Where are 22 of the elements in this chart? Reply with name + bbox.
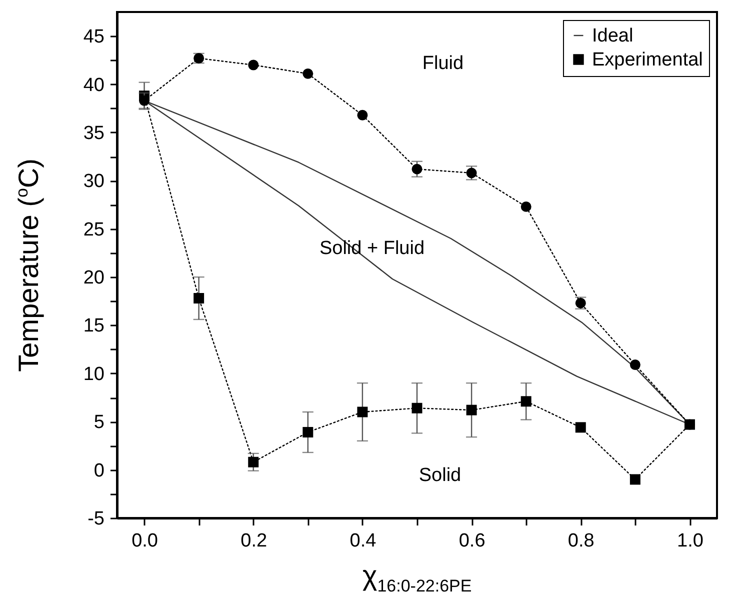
y-tick-label: 15 (83, 316, 104, 337)
y-tick-label: 20 (83, 268, 104, 289)
y-tick-label: 35 (83, 122, 104, 144)
x-tick-label: 0.0 (132, 530, 158, 552)
legend-label: Ideal (592, 26, 634, 46)
x-tick-label: 0.4 (350, 530, 377, 552)
x-tick-label: 0.6 (458, 530, 486, 552)
y-tick-label: 5 (94, 412, 104, 434)
y-tick-label: -5 (88, 508, 104, 530)
y-tick-label: 10 (83, 364, 104, 385)
annotation: Fluid (422, 53, 464, 74)
annotation: Solid (418, 465, 462, 486)
y-tick-label: 30 (83, 171, 104, 192)
y-tick-label: 45 (83, 26, 104, 48)
x-tick-label: 0.2 (240, 530, 268, 552)
x-tick-label: 0.8 (568, 530, 594, 552)
x-tick-label: 1.0 (677, 530, 704, 552)
x-axis-title: χ$_{16:0-22:6PE}$ (362, 560, 472, 597)
y-tick-label: 25 (83, 219, 104, 240)
legend-label: Experimental (592, 50, 703, 70)
y-tick-label: 40 (83, 74, 104, 96)
y-tick-label: 0 (94, 460, 104, 482)
